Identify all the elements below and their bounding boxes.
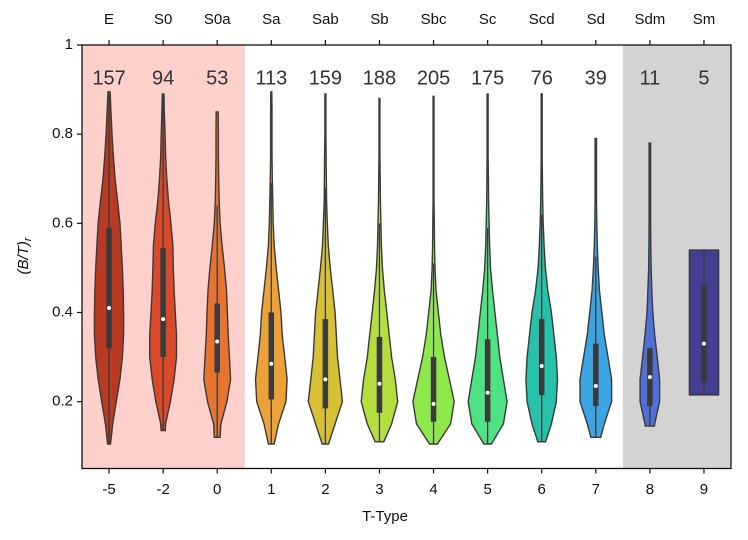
y-tick-label: 0.2: [52, 393, 73, 410]
median: [323, 377, 328, 382]
count-label: 53: [206, 67, 228, 89]
median: [539, 363, 544, 368]
count-label: 11: [639, 67, 660, 89]
backgrounds: [82, 45, 732, 469]
count-label: 94: [152, 67, 174, 89]
median: [377, 381, 382, 386]
x-tick-label: 1: [267, 481, 275, 498]
x-tick-label: 8: [646, 481, 654, 498]
plot-frame: [81, 44, 732, 470]
top-tick-label: Sd: [587, 11, 605, 28]
y-tick-label: 1: [65, 36, 73, 53]
median: [701, 341, 706, 346]
y-tick-label: 0.6: [52, 214, 73, 231]
count-label: 188: [363, 67, 396, 89]
count-label: 113: [255, 67, 287, 89]
top-tick-label: Scd: [529, 11, 555, 28]
x-tick-label: 5: [483, 481, 491, 498]
x-axis-label: T-Type: [362, 508, 408, 525]
median: [107, 306, 112, 311]
count-label: 205: [417, 67, 450, 89]
y-label-main: (B/T): [15, 241, 32, 274]
top-tick-label: Sdm: [634, 11, 665, 28]
count-label: 159: [309, 67, 342, 89]
top-tick-label: Sm: [693, 11, 716, 28]
y-tick-label: 0.8: [52, 125, 73, 142]
x-tick-label: 2: [321, 481, 329, 498]
top-tick-label: Sab: [312, 11, 339, 28]
count-label: 175: [471, 67, 504, 89]
count-label: 76: [531, 67, 553, 89]
median: [593, 384, 598, 389]
median: [215, 339, 220, 344]
top-tick-label: Sb: [370, 11, 388, 28]
top-tick-label: S0: [154, 11, 172, 28]
median: [647, 375, 652, 380]
x-tick-label: -2: [156, 481, 169, 498]
violin: [639, 142, 661, 427]
median: [431, 401, 436, 406]
median: [269, 361, 274, 366]
top-tick-label: Sc: [479, 11, 497, 28]
y-tick-label: 0.4: [52, 303, 73, 320]
top-tick-label: S0a: [204, 11, 231, 28]
x-tick-label: 6: [538, 481, 546, 498]
count-label: 5: [698, 67, 709, 89]
count-label: 39: [585, 67, 607, 89]
y-axis-label: (B/T)r: [15, 236, 34, 274]
x-tick-label: 0: [213, 481, 221, 498]
top-tick-label: E: [104, 11, 114, 28]
median: [485, 390, 490, 395]
x-tick-label: 4: [429, 481, 437, 498]
top-tick-label: Sa: [262, 11, 281, 28]
y-label-sub: r: [22, 236, 34, 241]
x-tick-label: 7: [592, 481, 600, 498]
x-tick-label: 3: [375, 481, 383, 498]
x-tick-label: 9: [700, 481, 708, 498]
count-label: 157: [92, 67, 125, 89]
plot: [93, 91, 720, 445]
x-tick-label: -5: [102, 481, 115, 498]
median: [161, 317, 166, 322]
top-tick-label: Sbc: [421, 11, 447, 28]
